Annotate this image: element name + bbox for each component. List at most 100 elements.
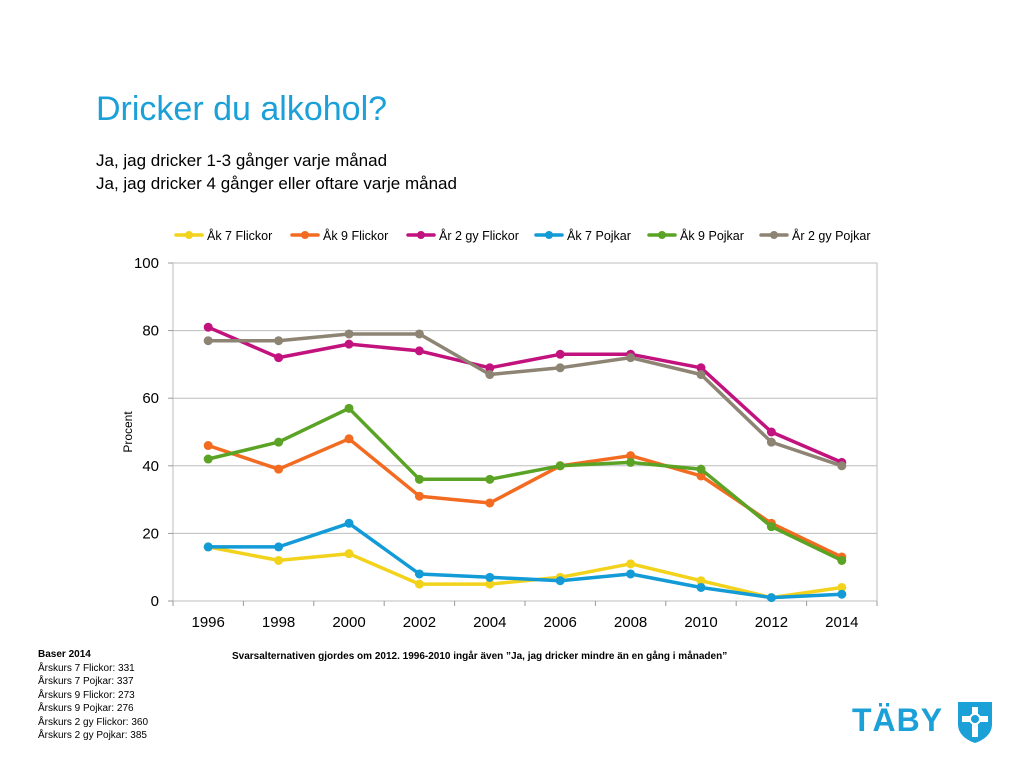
data-point <box>274 437 284 447</box>
base-line: Årskurs 9 Flickor: 273 <box>38 689 135 701</box>
data-point <box>766 593 776 603</box>
page-title: Dricker du alkohol? <box>96 90 388 128</box>
data-point <box>626 457 636 467</box>
data-point <box>696 582 706 592</box>
base-line: Årskurs 7 Flickor: 331 <box>38 662 135 674</box>
legend-label: År 2 gy Flickor <box>439 228 519 243</box>
data-point <box>837 582 847 592</box>
x-tick-label: 2014 <box>825 614 858 631</box>
base-line: Årskurs 2 gy Flickor: 360 <box>38 716 149 728</box>
data-point <box>344 434 354 444</box>
legend-marker <box>301 231 309 239</box>
x-tick-label: 2000 <box>332 614 365 631</box>
data-point <box>414 491 424 501</box>
data-point <box>203 322 213 332</box>
data-point <box>626 353 636 363</box>
y-tick-label: 0 <box>151 593 159 610</box>
series-line <box>206 521 844 600</box>
y-tick-label: 20 <box>142 525 159 542</box>
legend-label: Åk 9 Pojkar <box>680 228 744 243</box>
data-point <box>274 464 284 474</box>
data-point <box>344 403 354 413</box>
subtitle-line-2: Ja, jag dricker 4 gånger eller oftare va… <box>96 174 457 193</box>
x-tick-label: 2006 <box>544 614 577 631</box>
data-point <box>274 555 284 565</box>
footnote: Svarsalternativen gjordes om 2012. 1996-… <box>232 651 728 662</box>
x-tick-label: 2004 <box>473 614 506 631</box>
x-tick-label: 1998 <box>262 614 295 631</box>
data-point <box>766 427 776 437</box>
data-point <box>626 559 636 569</box>
data-point <box>203 441 213 451</box>
data-point <box>344 518 354 528</box>
data-point <box>485 498 495 508</box>
legend-marker <box>185 231 193 239</box>
base-title: Baser 2014 <box>38 649 91 660</box>
taby-coat-of-arms-icon <box>958 702 992 743</box>
data-point <box>414 579 424 589</box>
series-line <box>206 406 844 563</box>
data-point <box>696 464 706 474</box>
data-point <box>414 569 424 579</box>
y-tick-label: 100 <box>134 255 159 272</box>
data-point <box>485 579 495 589</box>
data-point <box>485 474 495 484</box>
legend-label: Åk 7 Pojkar <box>567 228 631 243</box>
series-line <box>206 325 844 465</box>
data-point <box>485 370 495 380</box>
data-point <box>555 363 565 373</box>
taby-logo: TÄBY <box>852 700 997 744</box>
data-point <box>696 363 706 373</box>
data-point <box>555 576 565 586</box>
data-point <box>696 370 706 380</box>
data-point <box>766 522 776 532</box>
x-tick-label: 2002 <box>403 614 436 631</box>
y-tick-label: 80 <box>142 323 159 340</box>
data-point <box>274 336 284 346</box>
legend-label: År 2 gy Pojkar <box>792 228 871 243</box>
data-point <box>485 363 495 373</box>
data-point <box>555 461 565 471</box>
x-tick-label: 1996 <box>192 614 225 631</box>
data-point <box>837 589 847 599</box>
data-point <box>344 339 354 349</box>
data-point <box>414 329 424 339</box>
data-point <box>555 349 565 359</box>
data-point <box>344 549 354 559</box>
series-line <box>206 545 844 600</box>
data-point <box>203 454 213 464</box>
x-tick-label: 2008 <box>614 614 647 631</box>
data-point <box>274 542 284 552</box>
y-tick-label: 60 <box>142 390 159 407</box>
base-line: Årskurs 2 gy Pojkar: 385 <box>38 730 147 741</box>
legend-marker <box>545 231 553 239</box>
data-point <box>696 471 706 481</box>
x-tick-label: 2012 <box>755 614 788 631</box>
legend-marker <box>417 231 425 239</box>
data-point <box>837 555 847 565</box>
data-point <box>626 451 636 461</box>
base-line: Årskurs 7 Pojkar: 337 <box>38 676 134 687</box>
data-point <box>414 474 424 484</box>
data-point <box>626 569 636 579</box>
data-point <box>485 572 495 582</box>
subtitle-line-1: Ja, jag dricker 1-3 gånger varje månad <box>96 151 388 170</box>
legend-label: Åk 7 Flickor <box>207 228 272 243</box>
data-point <box>203 336 213 346</box>
legend-marker <box>658 231 666 239</box>
logo-text: TÄBY <box>852 702 944 738</box>
data-point <box>344 329 354 339</box>
data-point <box>837 461 847 471</box>
legend-label: Åk 9 Flickor <box>323 228 388 243</box>
base-counts: Baser 2014 Årskurs 7 Flickor: 331 Årskur… <box>38 648 148 743</box>
series-line <box>206 332 844 468</box>
x-tick-label: 2010 <box>684 614 717 631</box>
data-point <box>696 576 706 586</box>
data-point <box>274 353 284 363</box>
legend-marker <box>770 231 778 239</box>
y-tick-label: 40 <box>142 458 159 475</box>
y-axis-label: Procent <box>121 411 135 453</box>
data-point <box>414 346 424 356</box>
data-point <box>203 542 213 552</box>
